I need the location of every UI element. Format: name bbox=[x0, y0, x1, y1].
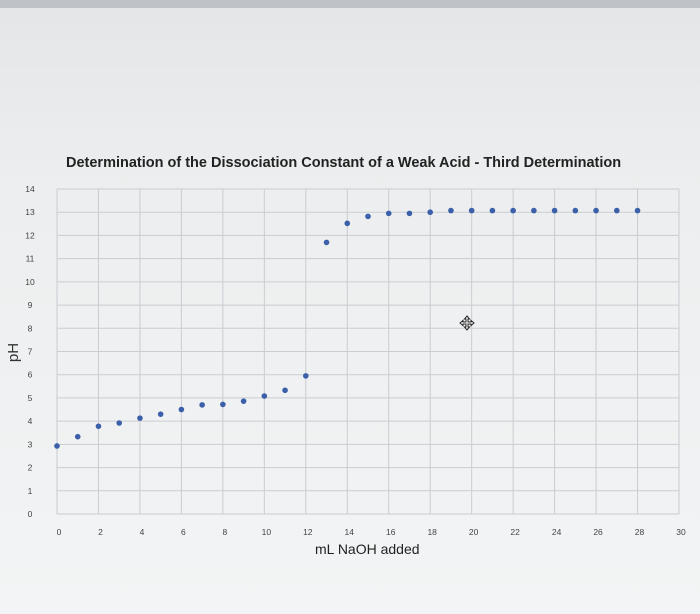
x-tick-label: 4 bbox=[140, 527, 145, 537]
data-point bbox=[54, 443, 60, 449]
x-tick-label: 14 bbox=[345, 527, 355, 537]
y-tick-label: 12 bbox=[25, 230, 35, 240]
data-point bbox=[448, 207, 454, 214]
x-tick-label: 16 bbox=[386, 527, 396, 537]
data-point bbox=[614, 207, 620, 214]
top-band bbox=[0, 0, 700, 8]
data-point bbox=[572, 207, 579, 214]
x-tick-label: 26 bbox=[593, 527, 603, 537]
data-point bbox=[489, 207, 496, 214]
data-point bbox=[634, 207, 641, 214]
x-tick-label: 30 bbox=[676, 527, 686, 537]
move-cursor-icon bbox=[459, 315, 475, 331]
y-tick-label: 10 bbox=[25, 277, 35, 287]
x-tick-label: 24 bbox=[552, 527, 562, 537]
data-point bbox=[551, 207, 558, 214]
data-point bbox=[323, 239, 330, 246]
y-tick-label: 14 bbox=[25, 184, 35, 194]
y-axis-label: pH bbox=[5, 342, 23, 363]
y-tick-label: 0 bbox=[28, 509, 33, 519]
y-tick-label: 1 bbox=[28, 486, 33, 496]
data-point bbox=[406, 210, 413, 217]
x-tick-label: 10 bbox=[262, 527, 272, 537]
x-tick-label: 0 bbox=[57, 527, 62, 537]
x-tick-label: 20 bbox=[469, 527, 479, 537]
y-tick-label: 8 bbox=[28, 323, 33, 333]
data-point bbox=[116, 420, 122, 426]
data-point bbox=[74, 433, 81, 440]
data-point bbox=[240, 398, 247, 404]
chart-sheet bbox=[0, 8, 700, 614]
data-point bbox=[344, 220, 351, 227]
data-point bbox=[468, 207, 475, 214]
data-point bbox=[282, 387, 288, 394]
data-point bbox=[95, 423, 102, 430]
x-axis-label: mL NaOH added bbox=[315, 541, 420, 557]
data-point bbox=[220, 401, 226, 408]
data-point bbox=[137, 415, 143, 421]
x-tick-label: 18 bbox=[427, 527, 437, 537]
x-tick-label: 22 bbox=[510, 527, 520, 537]
y-tick-label: 11 bbox=[26, 254, 35, 264]
y-tick-label: 4 bbox=[28, 416, 33, 426]
x-tick-label: 6 bbox=[181, 527, 186, 537]
chart-title: Determination of the Dissociation Consta… bbox=[66, 155, 622, 171]
x-tick-label: 8 bbox=[222, 527, 227, 537]
y-tick-label: 13 bbox=[25, 207, 35, 217]
y-tick-label: 5 bbox=[28, 393, 33, 403]
data-point bbox=[510, 207, 516, 214]
data-point bbox=[531, 207, 537, 214]
y-tick-label: 2 bbox=[28, 463, 33, 473]
data-point bbox=[427, 209, 434, 216]
y-tick-label: 3 bbox=[28, 439, 33, 449]
y-tick-label: 7 bbox=[28, 347, 33, 357]
data-point bbox=[593, 207, 599, 214]
data-point bbox=[365, 213, 371, 220]
x-tick-label: 28 bbox=[635, 527, 645, 537]
y-tick-label: 9 bbox=[28, 300, 33, 310]
data-point bbox=[261, 393, 268, 399]
y-tick-label: 6 bbox=[28, 370, 33, 380]
x-tick-label: 12 bbox=[303, 527, 313, 537]
data-point bbox=[157, 411, 164, 417]
data-point bbox=[199, 402, 205, 408]
data-point bbox=[385, 210, 392, 217]
x-tick-label: 2 bbox=[98, 527, 103, 537]
data-point bbox=[303, 373, 309, 379]
data-point bbox=[178, 406, 185, 413]
